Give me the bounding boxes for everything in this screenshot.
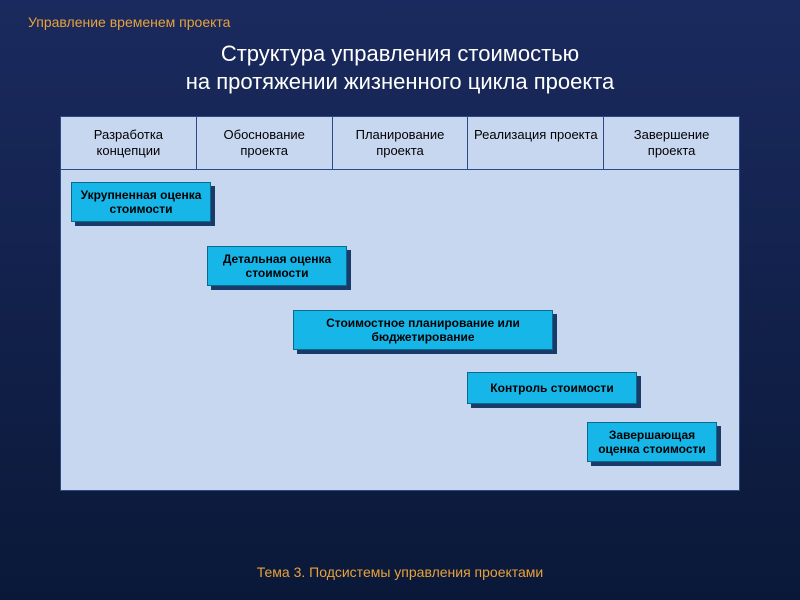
phases-header-row: Разработка концепции Обоснование проекта… bbox=[60, 116, 740, 170]
cost-block-label-3: Контроль стоимости bbox=[467, 372, 637, 404]
title-line-1: Структура управления стоимостью bbox=[221, 41, 579, 66]
cost-block-0: Укрупненная оценка стоимости bbox=[75, 186, 215, 226]
cost-block-label-4: Завершающая оценка стоимости bbox=[587, 422, 717, 462]
cost-block-3: Контроль стоимости bbox=[471, 376, 641, 408]
diagram-body: Укрупненная оценка стоимостиДетальная оц… bbox=[60, 170, 740, 491]
lifecycle-table: Разработка концепции Обоснование проекта… bbox=[60, 116, 740, 491]
cost-block-label-2: Стоимостное планирование или бюджетирова… bbox=[293, 310, 553, 350]
phase-cell-realization: Реализация проекта bbox=[468, 117, 604, 169]
title-line-2: на протяжении жизненного цикла проекта bbox=[186, 69, 615, 94]
phase-cell-completion: Завершение проекта bbox=[604, 117, 739, 169]
cost-block-label-0: Укрупненная оценка стоимости bbox=[71, 182, 211, 222]
phase-cell-concept: Разработка концепции bbox=[61, 117, 197, 169]
phase-cell-planning: Планирование проекта bbox=[333, 117, 469, 169]
header-label: Управление временем проекта bbox=[28, 14, 230, 30]
cost-block-2: Стоимостное планирование или бюджетирова… bbox=[297, 314, 557, 354]
cost-block-1: Детальная оценка стоимости bbox=[211, 250, 351, 290]
phase-cell-justify: Обоснование проекта bbox=[197, 117, 333, 169]
page-title: Структура управления стоимостью на протя… bbox=[0, 40, 800, 96]
footer-label: Тема 3. Подсистемы управления проектами bbox=[0, 564, 800, 580]
cost-block-4: Завершающая оценка стоимости bbox=[591, 426, 721, 466]
cost-block-label-1: Детальная оценка стоимости bbox=[207, 246, 347, 286]
